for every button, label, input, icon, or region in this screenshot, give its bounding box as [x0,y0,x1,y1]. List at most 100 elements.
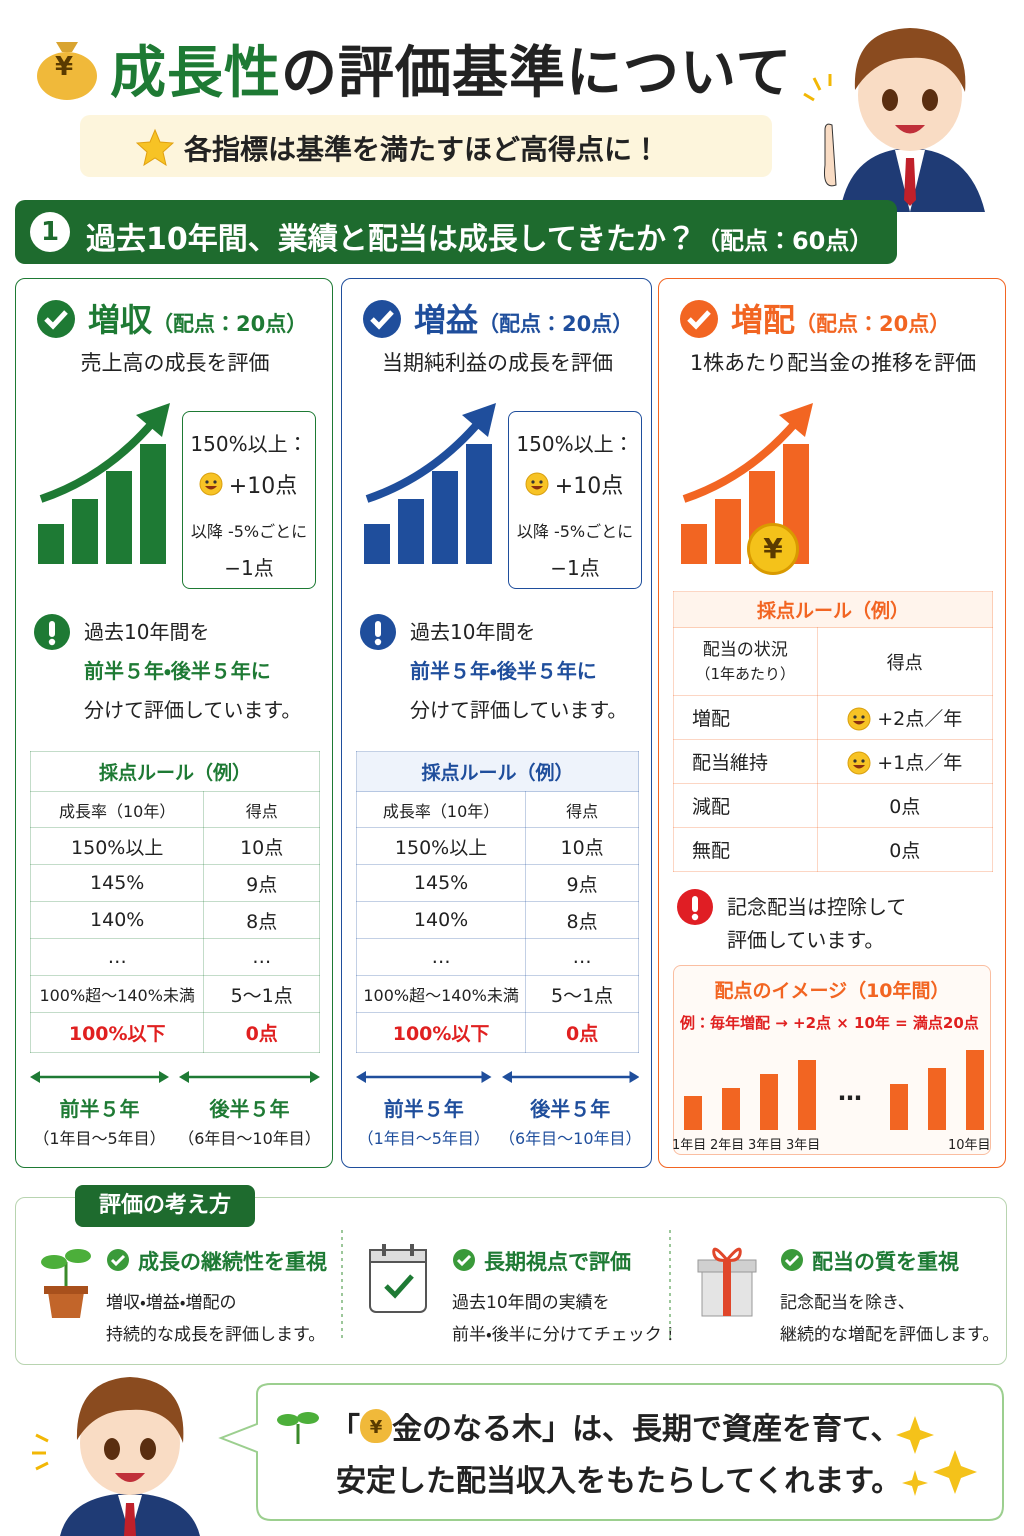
column: 増配（配点：20点） 1株あたり配当金の推移を評価 記念配当は控除して 評価しています… [658,278,1006,1168]
table-header-row: 成長率（10年） 得点 [355,791,639,828]
image-box: 配点のイメージ（10年間） 例：毎年増配 → +2点 × 10年 = 満点20点 …… [672,965,991,1155]
shape [882,89,898,111]
table-row: 150%以上 10点 [29,827,320,865]
table-title-row: 採点ルール（例） [30,751,320,792]
alert-icon [360,614,396,650]
note-line: 過去10年間を [84,620,210,644]
sprout-icon [277,1412,319,1444]
image-bar [760,1074,778,1130]
table-row: 140% 8点 [29,901,320,939]
shape [687,310,711,330]
period-arrow [30,1069,169,1085]
table-cell: 無配 [673,827,818,872]
note-line: 分けて評価しています。 [410,698,628,722]
rule-text: −1点 [224,556,274,580]
shape [853,721,866,725]
principles-box [15,1197,1007,1365]
table-header: 配当の状況 （1年あたり） [673,627,818,696]
shape [30,1071,169,1083]
column: 増益（配点：20点） 当期純利益の成長を評価 150%以上： +10点 以降 -5%ごと… [341,278,652,1168]
table-header: 得点 [203,791,320,828]
shape [37,300,75,338]
table-row: 減配 0点 [673,783,994,828]
table-cell: 100%以下 [29,1012,205,1053]
table-title-row: 採点ルール（例） [673,591,993,628]
shape [462,403,496,437]
image-example: 例：毎年増配 → +2点 × 10年 = 満点20点 [680,1014,979,1032]
section-number: 1 [30,212,70,252]
shape [697,1247,757,1317]
shape [853,715,857,719]
shape [410,1244,414,1256]
table-cell: 10点 [525,827,639,865]
shape [525,472,549,496]
rule-box: 150%以上： +10点 以降 -5%ごとに −1点 [508,411,642,589]
table-cell: 150%以上 [29,827,205,865]
shape [205,480,209,484]
table-row: 100%超～140%未満 5～1点 [29,975,320,1013]
shape [374,638,382,646]
table-cell: … [355,938,527,976]
table-title-row: 採点ルール（例） [356,751,639,792]
table-header: 得点 [816,627,994,696]
shape [370,310,394,330]
shape [854,28,966,92]
principle-text: 継続的な増配を評価します。 [780,1325,1000,1345]
shape [375,621,381,637]
rule-text: 以降 -5%ごとに [516,522,634,541]
table-cell: 減配 [673,783,818,828]
period-range: （1年目～5年目） [357,1129,490,1148]
growth-chart-icon [362,399,512,569]
table-cell: 5～1点 [525,975,639,1013]
alert-icon [34,614,70,650]
shape [803,74,832,102]
table-cell: … [29,938,205,976]
rule-box: 150%以上： +10点 以降 -5%ごとに −1点 [182,411,316,589]
shape [895,125,925,134]
table-header-row: 配当の状況 （1年あたり） 得点 [673,627,994,696]
shape [32,1433,49,1471]
shape [30,1071,40,1083]
table-header: 成長率（10年） [29,791,205,828]
table-cell: 100%超～140%未満 [355,975,527,1013]
table-cell: 0点 [203,1012,320,1053]
subtitle-box [80,115,772,177]
column-description: 当期純利益の成長を評価 [382,351,613,375]
shape [341,1230,343,1340]
shape [140,1438,156,1460]
table-title: 採点ルール（例） [30,751,320,792]
shape [107,1249,129,1271]
table-cell: +1点／年 [816,739,994,784]
shape [861,715,865,719]
table-cell: 9点 [525,864,639,902]
table-row: 145% 9点 [29,864,320,902]
shape [681,524,707,564]
shape [933,1450,977,1494]
note-line: 前半５年・後半５年に [84,659,271,683]
shape [531,480,535,484]
rule-text: +10点 [554,474,624,499]
shape [824,123,837,187]
shape [44,1286,88,1294]
column-description: 売上高の成長を評価 [80,351,270,375]
note-line: 過去10年間を [410,620,536,644]
shape [297,1412,319,1424]
principle-text: 持続的な成長を評価します。 [106,1325,326,1345]
shape [853,765,866,769]
table-cell: 5～1点 [203,975,320,1013]
shape [365,418,484,503]
shape [539,480,543,484]
image-title: 配点のイメージ（10年間） [714,980,950,1002]
shape [34,614,70,650]
note-line: 前半５年・後半５年に [410,659,597,683]
character-top [803,28,985,212]
shape [531,486,543,490]
shape [136,403,170,437]
shape [781,1249,803,1271]
smile-icon [199,472,223,496]
shape [453,1249,475,1271]
table-title: 採点ルール（例） [356,751,639,792]
shape [853,759,857,763]
shape [784,1254,800,1267]
shape [140,444,166,564]
